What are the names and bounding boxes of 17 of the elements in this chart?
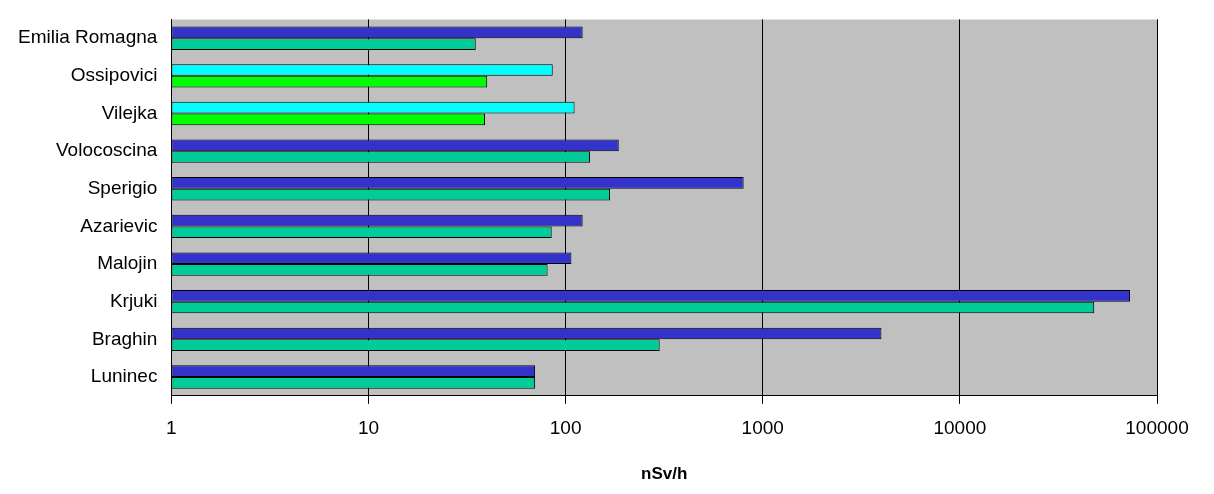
y-tick-label: Vilejka bbox=[101, 101, 158, 123]
x-tick-label: 1000 bbox=[741, 417, 784, 439]
y-tick-label: Malojin bbox=[97, 252, 158, 274]
x-tick-label: 1 bbox=[166, 417, 177, 439]
y-tick-label: Sperigio bbox=[87, 177, 158, 199]
x-tick-label: 100 bbox=[549, 417, 582, 439]
y-tick-label: Azarievic bbox=[80, 214, 158, 236]
x-tick-label: 10 bbox=[357, 417, 380, 439]
y-tick-label: Ossipovici bbox=[70, 64, 158, 86]
y-tick-label: Krjuki bbox=[109, 289, 158, 311]
x-axis-title: nSv/h bbox=[641, 464, 688, 484]
x-tick-label: 100000 bbox=[1125, 417, 1189, 439]
y-tick-label: Braghin bbox=[91, 327, 158, 349]
y-tick-label: Luninec bbox=[90, 365, 158, 387]
y-tick-label: Volocoscina bbox=[55, 139, 158, 161]
x-tick-label: 10000 bbox=[933, 417, 987, 439]
y-tick-label: Emilia Romagna bbox=[17, 26, 158, 48]
